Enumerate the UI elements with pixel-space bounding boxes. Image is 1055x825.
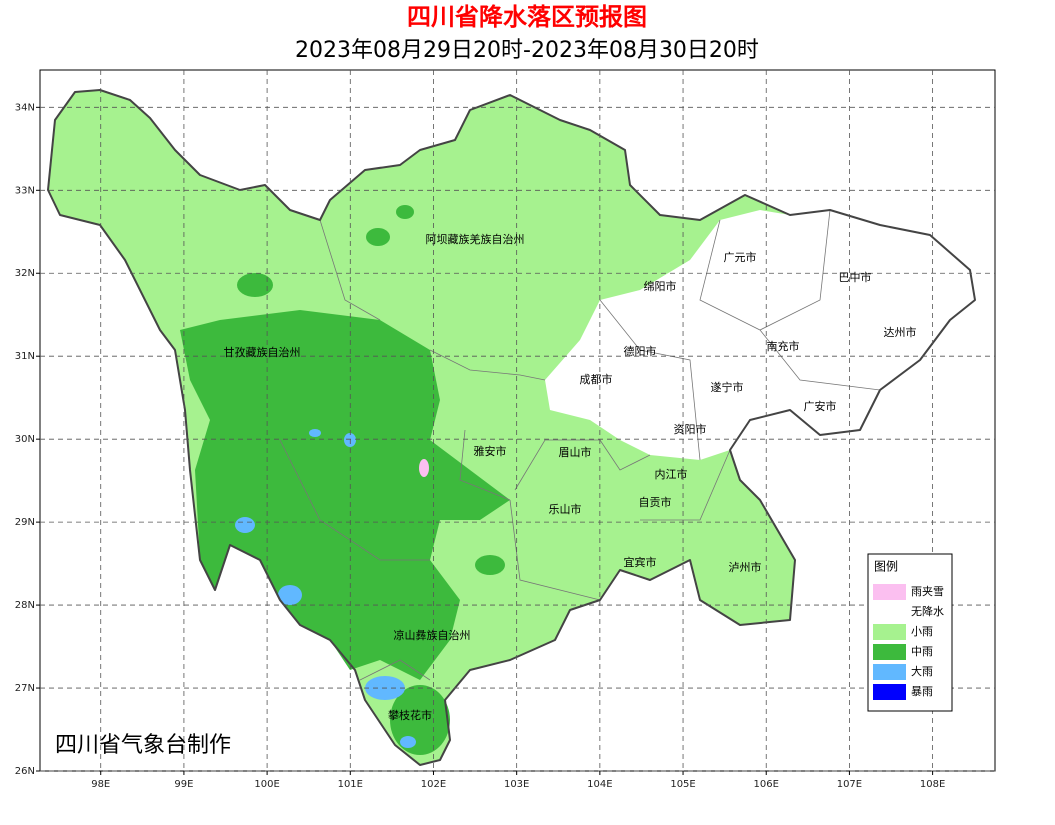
x-tick-label: 103E [504,779,529,790]
region-label: 德阳市 [624,344,657,358]
heavy-rain-area [235,517,255,533]
title: 四川省降水落区预报图 [407,3,647,31]
y-tick-label: 32N [15,268,35,279]
region-label: 内江市 [655,467,688,481]
region-label: 眉山市 [559,445,592,459]
region-labels: 阿坝藏族羌族自治州 广元市 巴中市 绵阳市 甘孜藏族自治州 德阳市 南充市 达州… [224,232,917,722]
legend-label: 无降水 [911,604,944,618]
region-label: 广安市 [804,399,837,413]
region-label: 广元市 [724,250,757,264]
x-tick-label: 101E [338,779,363,790]
heavy-rain-area [309,429,321,437]
region-label: 南充市 [767,339,800,353]
region-label: 凉山彝族自治州 [394,628,471,642]
legend-swatch [873,604,906,620]
y-tick-label: 31N [15,351,35,362]
legend-swatch [873,624,906,640]
y-tick-label: 33N [15,185,35,196]
x-tick-label: 107E [837,779,862,790]
y-tick-label: 30N [15,434,35,445]
map: 阿坝藏族羌族自治州 广元市 巴中市 绵阳市 甘孜藏族自治州 德阳市 南充市 达州… [39,69,996,772]
x-tick-label: 100E [254,779,279,790]
moderate-rain-area [237,273,273,297]
region-label: 乐山市 [549,502,582,516]
legend-swatch [873,664,906,680]
region-label: 攀枝花市 [388,708,432,722]
y-tick-label: 28N [15,600,35,611]
region-label: 达州市 [884,325,917,339]
legend-label: 雨夹雪 [911,585,944,598]
region-label: 甘孜藏族自治州 [224,345,301,359]
subtitle: 2023年08月29日20时-2023年08月30日20时 [295,38,759,63]
legend-label: 大雨 [911,664,933,678]
no-rain-area [545,210,975,460]
y-tick-label: 26N [15,766,35,777]
region-label: 成都市 [580,372,613,386]
sleet-area [419,459,429,477]
region-label: 资阳市 [674,422,707,436]
legend-swatch [873,644,906,660]
heavy-rain-area [278,585,302,605]
moderate-rain-area [475,555,505,575]
y-tick-label: 27N [15,683,35,694]
x-tick-label: 99E [174,779,193,790]
credit: 四川省气象台制作 [55,733,231,758]
region-label: 绵阳市 [644,279,677,293]
region-label: 自贡市 [639,495,672,509]
province-border [47,89,976,766]
x-tick-label: 104E [587,779,612,790]
moderate-rain-area [180,310,510,680]
region-label: 阿坝藏族羌族自治州 [426,232,525,246]
region-label: 泸州市 [729,560,762,574]
legend-swatch [873,584,906,600]
region-label: 巴中市 [839,270,872,284]
region-label: 宜宾市 [624,555,657,569]
legend-label: 小雨 [911,625,933,638]
legend-label: 中雨 [911,645,933,658]
y-tick-label: 29N [15,517,35,528]
region-label: 遂宁市 [711,380,744,394]
legend-label: 暴雨 [911,685,933,698]
x-tick-label: 102E [421,779,446,790]
grid [40,70,995,772]
legend-title: 图例 [874,560,898,574]
heavy-rain-area [400,736,416,748]
x-tick-label: 98E [91,779,110,790]
legend-swatch [873,684,906,700]
moderate-rain-area [396,205,414,219]
region-label: 雅安市 [474,444,507,458]
y-tick-label: 34N [15,102,35,113]
moderate-rain-area [366,228,390,246]
x-tick-label: 105E [670,779,695,790]
x-tick-label: 108E [920,779,945,790]
x-tick-label: 106E [754,779,779,790]
